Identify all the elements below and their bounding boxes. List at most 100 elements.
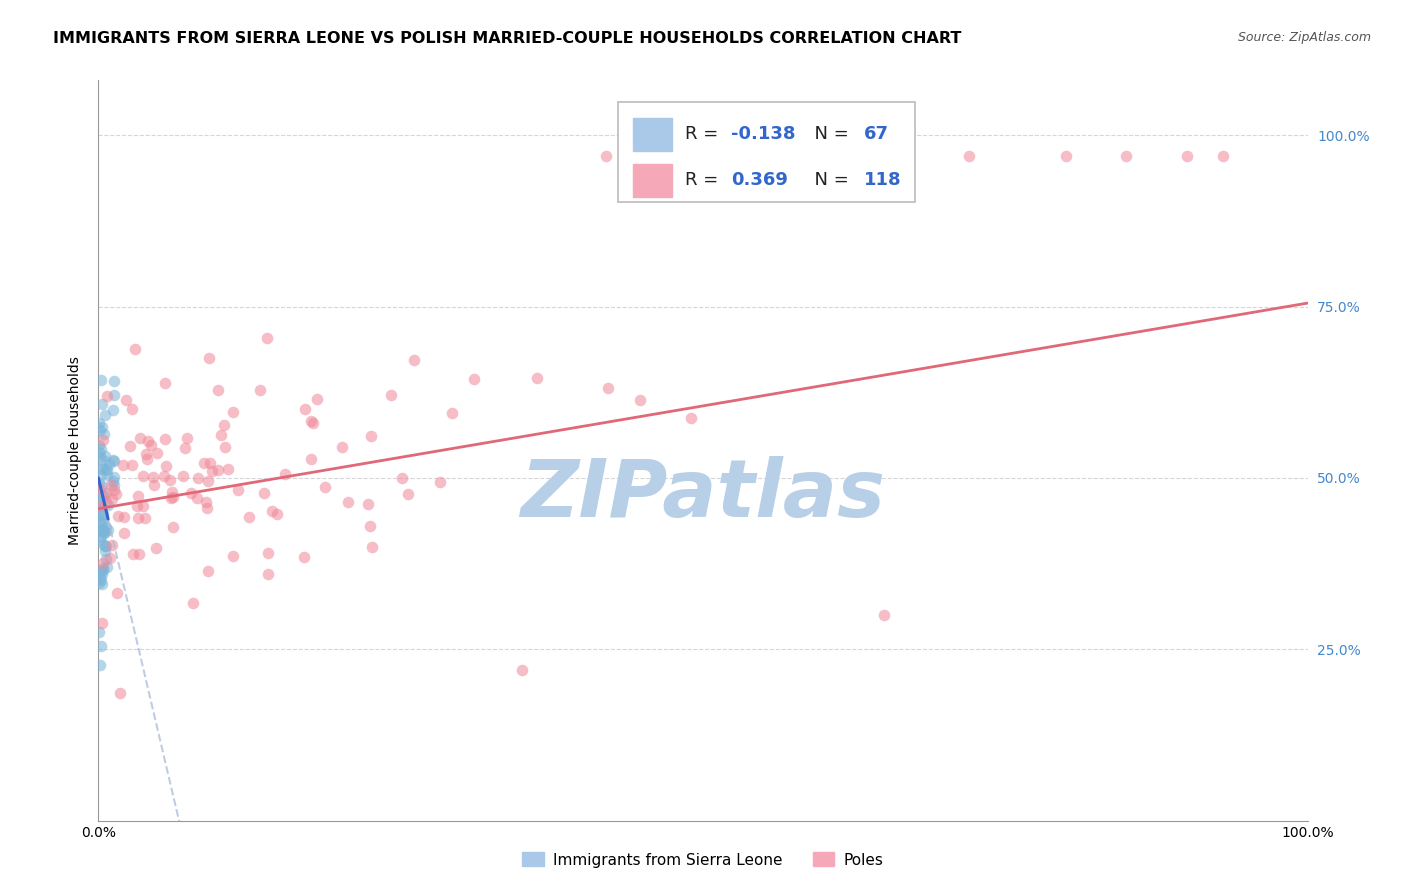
Point bbox=[162, 519, 184, 533]
Point bbox=[112, 525, 135, 540]
Point bbox=[104, 486, 127, 500]
Point bbox=[429, 475, 451, 489]
Point bbox=[90, 573, 112, 587]
Text: R =: R = bbox=[685, 126, 724, 144]
Point bbox=[96, 389, 118, 403]
Point bbox=[115, 392, 138, 407]
Point bbox=[181, 596, 204, 610]
Point bbox=[91, 397, 114, 411]
Text: 0.369: 0.369 bbox=[731, 171, 787, 189]
Point bbox=[91, 513, 114, 527]
Point bbox=[91, 524, 114, 539]
Point bbox=[195, 500, 218, 515]
Point bbox=[302, 416, 325, 430]
Text: N =: N = bbox=[803, 126, 855, 144]
Point bbox=[98, 551, 121, 566]
Point bbox=[162, 485, 184, 500]
Point bbox=[89, 461, 111, 475]
Point bbox=[94, 449, 117, 463]
Point bbox=[127, 511, 149, 525]
Point bbox=[94, 525, 117, 540]
Point bbox=[595, 149, 617, 163]
Point bbox=[249, 384, 271, 398]
Point bbox=[127, 489, 149, 503]
Point bbox=[101, 452, 124, 467]
Point bbox=[292, 549, 315, 564]
Point bbox=[186, 491, 208, 505]
Point bbox=[94, 544, 117, 558]
Point bbox=[238, 510, 260, 524]
Point bbox=[873, 607, 896, 622]
Text: IMMIGRANTS FROM SIERRA LEONE VS POLISH MARRIED-COUPLE HOUSEHOLDS CORRELATION CHA: IMMIGRANTS FROM SIERRA LEONE VS POLISH M… bbox=[53, 31, 962, 46]
Point bbox=[91, 561, 114, 575]
Point bbox=[89, 450, 111, 464]
Point bbox=[91, 557, 114, 571]
Point bbox=[440, 406, 463, 420]
Point bbox=[463, 372, 485, 386]
Point bbox=[180, 485, 202, 500]
Point bbox=[108, 686, 131, 700]
Point bbox=[89, 482, 111, 496]
Point bbox=[141, 470, 163, 484]
Point bbox=[90, 442, 112, 457]
Point bbox=[596, 381, 619, 395]
FancyBboxPatch shape bbox=[619, 103, 915, 202]
Point bbox=[103, 483, 125, 497]
Point bbox=[294, 402, 316, 417]
Point bbox=[135, 447, 157, 461]
Point bbox=[1175, 149, 1198, 163]
Point bbox=[391, 471, 413, 485]
Point bbox=[90, 373, 112, 387]
Text: Source: ZipAtlas.com: Source: ZipAtlas.com bbox=[1237, 31, 1371, 45]
Point bbox=[93, 487, 115, 501]
Point bbox=[160, 491, 183, 505]
Text: ZIPatlas: ZIPatlas bbox=[520, 456, 886, 534]
Point bbox=[174, 441, 197, 455]
Point bbox=[128, 431, 150, 445]
Point bbox=[94, 552, 117, 566]
Point bbox=[200, 456, 222, 470]
Point bbox=[121, 547, 143, 561]
Point bbox=[1115, 149, 1137, 163]
Point bbox=[143, 478, 166, 492]
Point bbox=[357, 498, 380, 512]
Point bbox=[97, 498, 120, 512]
Point bbox=[314, 481, 336, 495]
Point bbox=[90, 508, 112, 522]
Point bbox=[89, 657, 111, 672]
Point bbox=[380, 388, 402, 402]
Point bbox=[209, 428, 232, 442]
Point bbox=[222, 549, 245, 563]
Point bbox=[90, 566, 112, 581]
Point bbox=[252, 485, 274, 500]
Point bbox=[96, 467, 118, 482]
Point bbox=[299, 452, 322, 467]
Point bbox=[91, 537, 114, 551]
Point bbox=[91, 577, 114, 591]
Point bbox=[103, 469, 125, 483]
Point bbox=[107, 509, 129, 524]
Point bbox=[125, 499, 148, 513]
Point bbox=[257, 546, 280, 560]
Point bbox=[101, 403, 124, 417]
Point bbox=[90, 639, 112, 653]
Point bbox=[628, 393, 651, 408]
Point bbox=[201, 464, 224, 478]
Point bbox=[124, 342, 146, 356]
Point bbox=[159, 473, 181, 487]
Point bbox=[91, 563, 114, 577]
Point bbox=[873, 149, 896, 163]
Point bbox=[214, 440, 236, 454]
Point bbox=[132, 499, 155, 513]
Point bbox=[94, 408, 117, 422]
Point bbox=[98, 457, 121, 471]
Point bbox=[132, 469, 155, 483]
Point bbox=[91, 420, 114, 434]
Point bbox=[91, 616, 114, 631]
Point bbox=[89, 533, 111, 547]
Y-axis label: Married-couple Households: Married-couple Households bbox=[69, 356, 83, 545]
Point bbox=[128, 547, 150, 561]
Point bbox=[87, 475, 110, 490]
Text: -0.138: -0.138 bbox=[731, 126, 796, 144]
Point bbox=[90, 564, 112, 578]
